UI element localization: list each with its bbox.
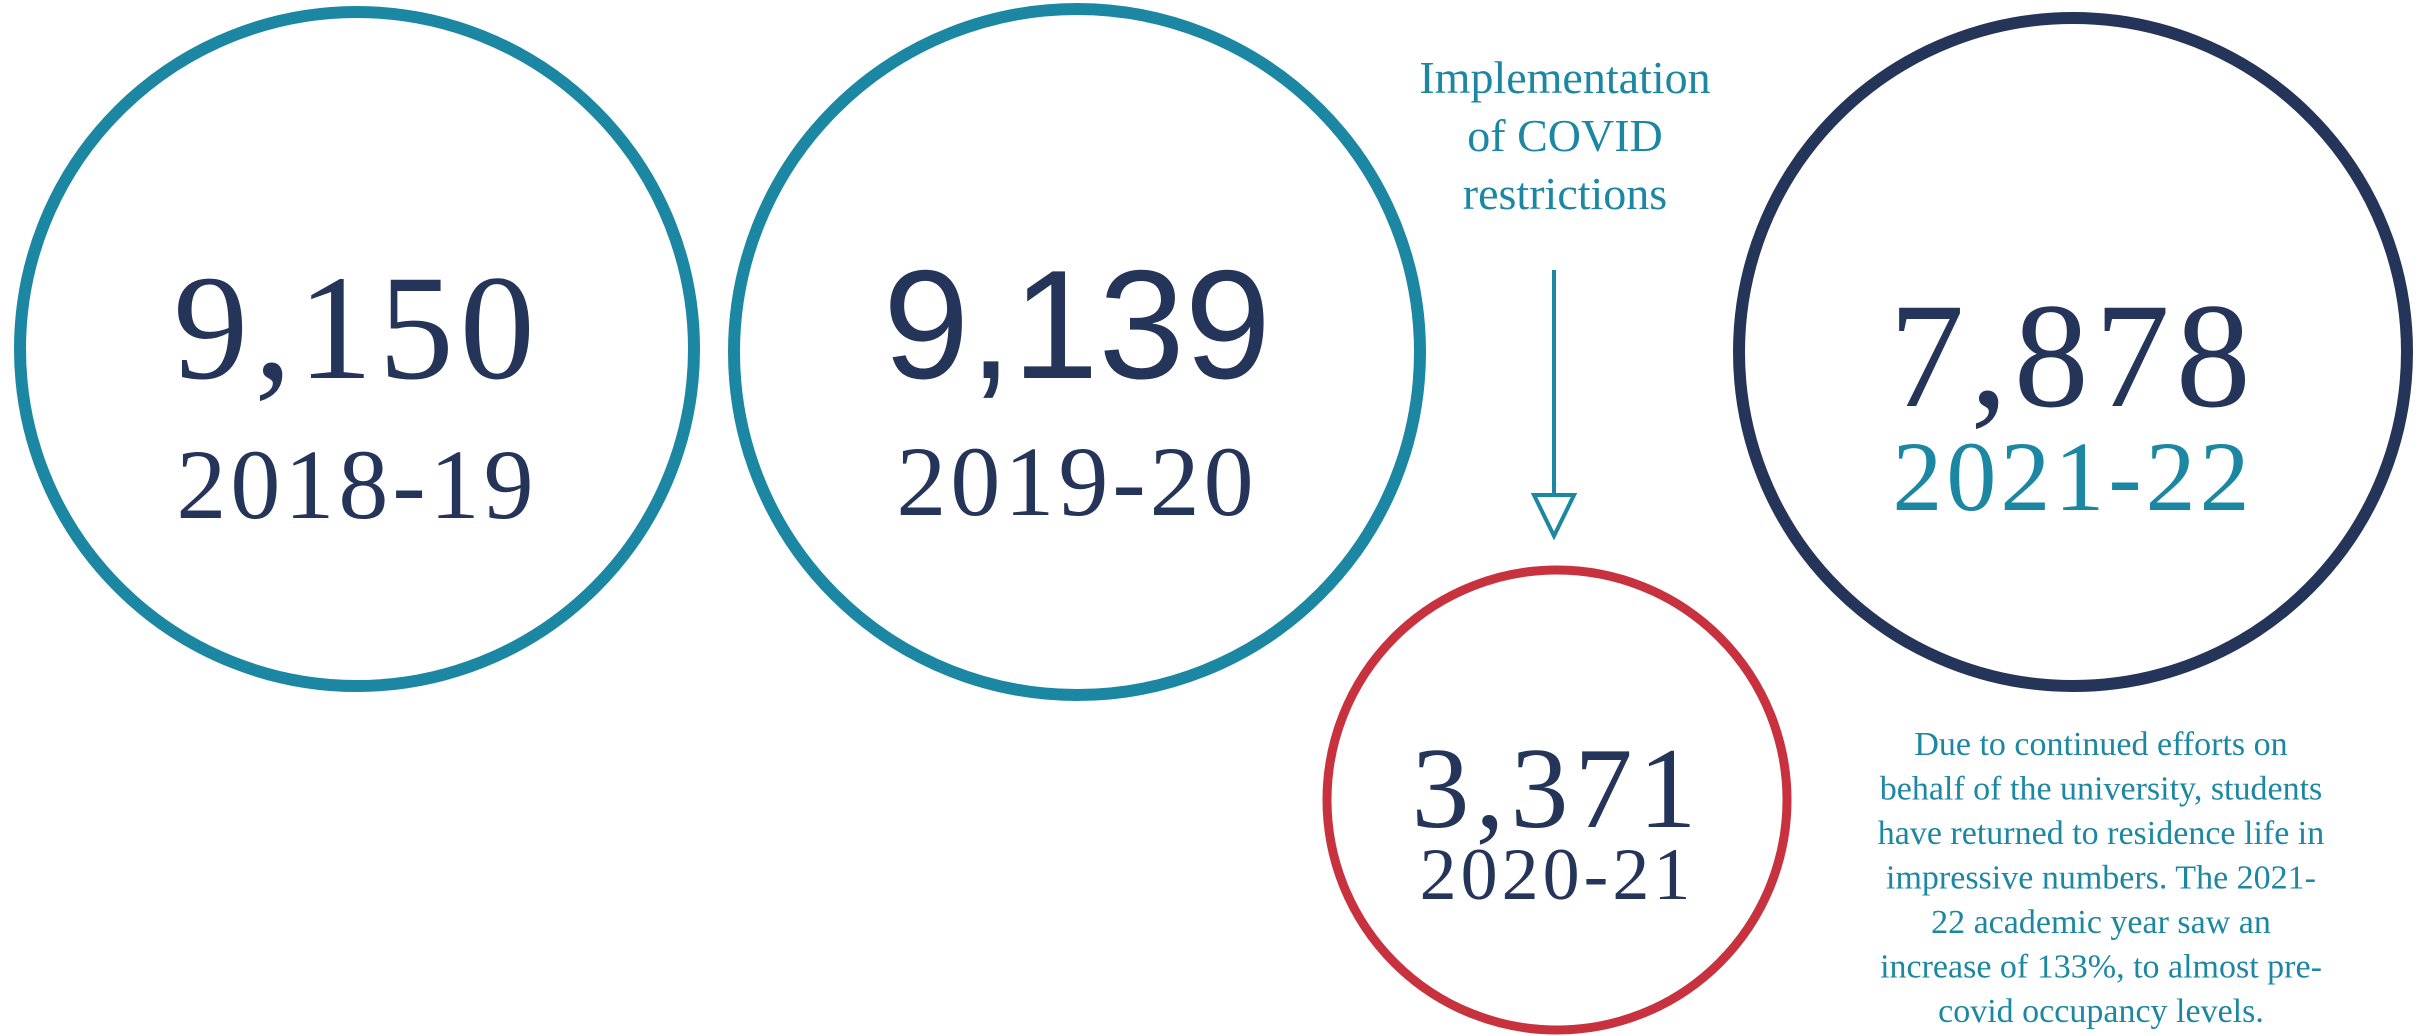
note-line: have returned to residence life in — [1878, 815, 2325, 852]
annotation-line: restrictions — [1463, 168, 1667, 219]
annotation-line: Implementation — [1419, 52, 1710, 103]
value: 9,139 — [883, 238, 1271, 411]
note: Due to continued efforts on behalf of the… — [1878, 726, 2325, 1030]
year: 2021-22 — [1892, 421, 2253, 532]
note-line: covid occupancy levels. — [1938, 993, 2264, 1030]
value: 3,371 — [1412, 725, 1703, 853]
note-line: 22 academic year saw an — [1931, 904, 2271, 941]
note-line: Due to continued efforts on — [1914, 726, 2287, 763]
circle-2021-22 — [1733, 12, 2413, 692]
note-line: impressive numbers. The 2021- — [1886, 860, 2316, 897]
circle-2019-20 — [728, 3, 1426, 701]
note-line: increase of 133%, to almost pre- — [1880, 949, 2322, 986]
annotation-line: of COVID — [1467, 110, 1662, 161]
year: 2019-20 — [896, 426, 1257, 537]
value: 9,150 — [173, 245, 541, 411]
circle-2020-21 — [1322, 565, 1792, 1035]
circle-2018-19 — [14, 6, 700, 692]
arrow-head — [1530, 493, 1578, 541]
year: 2020-21 — [1420, 834, 1695, 916]
value: 7,878 — [1889, 273, 2257, 439]
note-line: behalf of the university, students — [1880, 771, 2323, 808]
year: 2018-19 — [176, 429, 537, 540]
